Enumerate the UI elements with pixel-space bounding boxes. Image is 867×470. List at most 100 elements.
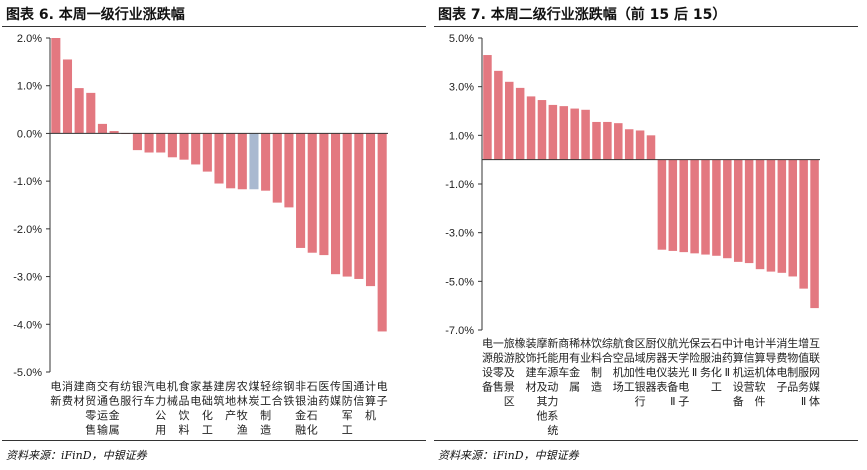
bar-国防军工 bbox=[342, 133, 352, 277]
category-label-char: 器 bbox=[656, 352, 667, 365]
category-label-char: Ⅱ bbox=[670, 395, 675, 408]
category-label-char: 合 bbox=[602, 351, 613, 365]
category-label-char: 备 bbox=[733, 394, 744, 408]
bar-仪器仪表 bbox=[657, 159, 667, 250]
y-tick-label: 3.0% bbox=[449, 82, 474, 94]
bar-消费 bbox=[62, 59, 73, 134]
category-label-char: 件 bbox=[755, 395, 766, 408]
category-label-char: 体 bbox=[765, 365, 776, 379]
category-label: 摩托车及其他 bbox=[536, 336, 547, 423]
category-label-char: 电 bbox=[744, 337, 755, 350]
category-label-char: 有 bbox=[569, 351, 580, 365]
category-label-char: 服 bbox=[700, 352, 711, 365]
category-label-char: 建 bbox=[214, 379, 225, 393]
bar-航天装备Ⅱ bbox=[668, 159, 678, 251]
category-label-char: 厨 bbox=[646, 337, 657, 350]
category-label-char: 汽 bbox=[144, 379, 155, 393]
bar-商贸零售 bbox=[86, 92, 96, 134]
y-tick-label: -1.0% bbox=[445, 179, 474, 191]
category-label-char: 造 bbox=[260, 423, 271, 437]
category-label-char: 料 bbox=[179, 423, 190, 437]
category-label: 通信 bbox=[353, 380, 364, 408]
category-label-char: 设 bbox=[482, 366, 493, 379]
y-tick-label: -3.0% bbox=[445, 228, 474, 240]
y-tick-label: 1.0% bbox=[17, 81, 42, 93]
category-label-char: 导 bbox=[765, 352, 776, 365]
category-label-char: 信 bbox=[353, 395, 364, 408]
bar-饮料制造 bbox=[592, 121, 601, 160]
category-label-char: 消 bbox=[776, 336, 787, 350]
category-label-char: 产 bbox=[225, 408, 236, 422]
category-label-char: 炭 bbox=[248, 395, 259, 408]
y-tick-label: -1.0% bbox=[13, 176, 42, 188]
category-label-char: 仪 bbox=[656, 337, 667, 350]
category-label: 房地产 bbox=[225, 380, 236, 422]
y-tick-label: -7.0% bbox=[445, 325, 474, 337]
category-label-char: 胶 bbox=[515, 351, 526, 365]
category-label-char: 表 bbox=[656, 380, 667, 394]
category-label-char: 子 bbox=[776, 381, 787, 394]
category-label-char: 值 bbox=[798, 352, 809, 365]
category-label-char: 域 bbox=[635, 352, 646, 365]
category-label-char: 石 bbox=[307, 409, 318, 422]
category-label-char: 交 bbox=[97, 379, 108, 393]
category-label-char: 牧 bbox=[237, 408, 248, 422]
category-label: 煤炭 bbox=[248, 380, 259, 408]
category-label-char: 用 bbox=[155, 424, 166, 437]
source-divider bbox=[434, 440, 858, 441]
category-label-char: 其 bbox=[536, 395, 547, 408]
bar-传媒 bbox=[331, 133, 341, 275]
category-label: 轻工制造 bbox=[260, 379, 271, 437]
category-label-char: 银 bbox=[635, 380, 646, 394]
category-label-char: 机 bbox=[733, 365, 744, 379]
source-note: 资料来源：iFinD，中银证券 bbox=[438, 449, 579, 462]
category-label: 计算机设备 bbox=[733, 337, 744, 408]
category-label-char: 造 bbox=[591, 380, 602, 394]
bar-消费电子 bbox=[777, 159, 787, 273]
category-label: 机械 bbox=[167, 379, 178, 408]
bar-综合 bbox=[272, 133, 282, 203]
category-label-char: 通 bbox=[97, 395, 108, 408]
category-label-char: 金 bbox=[109, 408, 120, 422]
bar-交运 bbox=[97, 123, 107, 134]
category-label-char: 筑 bbox=[214, 394, 225, 408]
category-label-char: 摩 bbox=[536, 336, 547, 350]
category-label-char: 媒 bbox=[330, 395, 341, 408]
category-label-char: 一 bbox=[493, 337, 504, 350]
bar-橡胶 bbox=[515, 87, 525, 160]
category-label-char: 基 bbox=[202, 380, 213, 393]
chart-panel-industry-level2: 图表 7. 本周二级行业涨跌幅（前 15 后 15） 5.0% 3.0% 1.0% -… bbox=[432, 0, 860, 470]
category-label-char: 制 bbox=[787, 366, 798, 379]
title-divider bbox=[2, 26, 426, 27]
category-label-char: 材 bbox=[74, 394, 85, 408]
category-label-char: 机 bbox=[365, 408, 376, 422]
category-label-char: 媒 bbox=[809, 381, 820, 394]
category-label-char: 售 bbox=[85, 423, 96, 437]
category-label-char: 统 bbox=[547, 424, 558, 437]
bar-互联网媒体 bbox=[810, 159, 819, 309]
category-label-char: 生 bbox=[787, 336, 798, 350]
category-label: 有色金属 bbox=[109, 379, 120, 437]
category-label-char: 源 bbox=[547, 365, 558, 379]
bar-农林牧渔 bbox=[237, 133, 247, 190]
category-label-char: 托 bbox=[536, 351, 547, 365]
category-label-char: 品 bbox=[624, 352, 635, 365]
y-tick-label: 1.0% bbox=[449, 130, 474, 142]
category-label-char: 稀 bbox=[569, 337, 580, 350]
category-label-char: 备 bbox=[482, 380, 493, 394]
category-label: 计算机软件 bbox=[755, 337, 766, 408]
bar-电力公用 bbox=[156, 133, 166, 153]
category-label-char: 房 bbox=[646, 352, 657, 365]
category-label-char: 械 bbox=[167, 394, 178, 408]
bar-汽车 bbox=[144, 133, 154, 153]
category-label: 医药 bbox=[318, 380, 329, 408]
bar-计算机设备软件 bbox=[755, 159, 765, 270]
category-label: 银行 bbox=[132, 379, 143, 408]
bar-计算机设备 bbox=[733, 159, 743, 262]
category-label-char: 运 bbox=[97, 409, 108, 422]
category-label-char: 体 bbox=[809, 394, 820, 408]
category-label-char: 能 bbox=[547, 351, 558, 365]
category-label: 综合 bbox=[602, 336, 613, 365]
bar-光学光电子 bbox=[679, 159, 688, 253]
bar-石油化工 bbox=[712, 159, 721, 256]
